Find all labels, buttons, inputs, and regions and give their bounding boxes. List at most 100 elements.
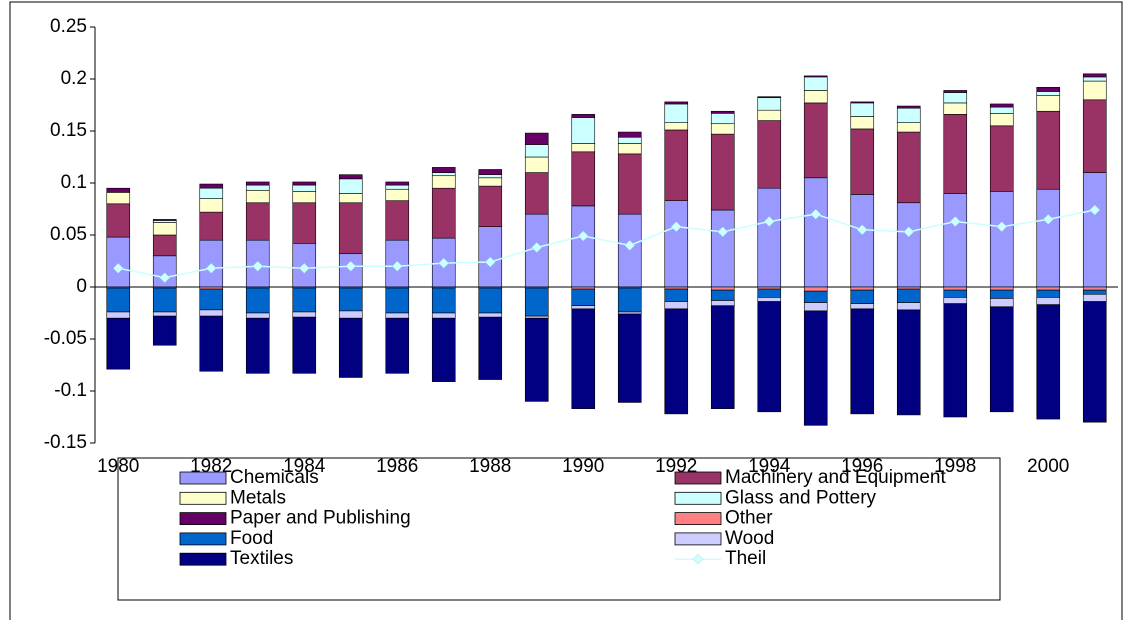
line-marker xyxy=(484,256,496,268)
line-marker xyxy=(856,224,868,236)
bar-segment xyxy=(757,301,782,413)
bar-segment xyxy=(431,172,456,177)
legend-label: Machinery and Equipment xyxy=(725,467,946,488)
bar-segment xyxy=(850,303,875,310)
line-marker xyxy=(345,260,357,272)
bar-segment xyxy=(943,297,968,304)
bar-segment xyxy=(478,316,503,380)
bar-segment xyxy=(1082,172,1107,288)
y-tick-label: 0.15 xyxy=(50,120,87,141)
y-tick-label: -0.1 xyxy=(54,380,87,401)
bar-segment xyxy=(478,169,503,175)
x-tick-label: 1988 xyxy=(469,456,511,477)
bar-segment xyxy=(896,309,921,416)
bar-segment xyxy=(943,102,968,115)
bar-segment xyxy=(850,308,875,415)
line-marker xyxy=(1042,214,1054,225)
bar-segment xyxy=(989,113,1014,127)
bar-segment xyxy=(571,308,596,409)
bar-segment xyxy=(989,306,1014,413)
bar-segment xyxy=(664,288,689,302)
line-marker xyxy=(577,230,589,242)
bar-segment xyxy=(152,234,177,257)
bar-segment xyxy=(571,117,596,144)
bar-segment xyxy=(199,288,224,311)
bar-segment xyxy=(1036,188,1061,288)
legend-swatch xyxy=(179,552,227,566)
bar-segment xyxy=(850,101,875,104)
bar-segment xyxy=(989,286,1014,291)
bar-segment xyxy=(757,297,782,302)
legend-label: Food xyxy=(230,528,273,549)
bar-segment xyxy=(152,219,177,221)
bar-segment xyxy=(431,187,456,239)
bar-segment xyxy=(664,200,689,288)
bar-segment xyxy=(1036,289,1061,298)
bar-segment xyxy=(385,188,410,201)
bar-segment xyxy=(710,123,735,135)
x-tick-label: 1980 xyxy=(97,456,139,477)
bar-segment xyxy=(943,289,968,298)
bar-segment xyxy=(571,305,596,310)
bar-segment xyxy=(524,317,549,402)
bar-segment xyxy=(106,287,131,313)
bar-segment xyxy=(524,172,549,215)
bar-segment xyxy=(1082,289,1107,295)
line xyxy=(118,209,1095,279)
bar-segment xyxy=(524,156,549,173)
bar-segment xyxy=(245,287,270,314)
bar-segment xyxy=(571,288,596,307)
bar-segment xyxy=(710,113,735,125)
x-tick-label: 1984 xyxy=(283,456,326,477)
bar-segment xyxy=(292,191,317,204)
bar-segment xyxy=(943,90,968,93)
bar-segment xyxy=(571,205,596,288)
legend-swatch xyxy=(674,512,722,525)
bar-segment xyxy=(106,203,131,238)
bar-segment xyxy=(199,315,224,372)
line-marker xyxy=(763,216,775,227)
bar-segment xyxy=(478,177,503,187)
bar-segment xyxy=(1082,80,1107,101)
y-tick-label: -0.05 xyxy=(44,328,87,349)
x-tick-label: 1998 xyxy=(934,456,976,477)
bar-segment xyxy=(1036,87,1061,92)
line-marker xyxy=(298,262,310,274)
bar-segment xyxy=(989,106,1014,114)
bar-segment xyxy=(106,317,131,370)
bar-segment xyxy=(292,184,317,192)
bar-segment xyxy=(803,302,828,312)
bar-segment xyxy=(617,287,642,313)
bar-segment xyxy=(664,308,689,415)
y-tick-label: 0.1 xyxy=(61,172,87,193)
bar-segment xyxy=(617,143,642,155)
bar-segment xyxy=(478,312,503,318)
bar-segment xyxy=(385,181,410,186)
bar-segment xyxy=(431,312,456,319)
bar-segment xyxy=(757,120,782,189)
bar-segment xyxy=(1082,76,1107,82)
bar-segment xyxy=(943,193,968,288)
bar-segment xyxy=(385,312,410,319)
line-marker xyxy=(717,226,729,238)
legend-swatch xyxy=(179,532,227,546)
bar-segment xyxy=(199,211,224,241)
bar-segment xyxy=(989,191,1014,288)
x-tick-label: 1996 xyxy=(841,456,883,477)
bar-segment xyxy=(292,287,317,313)
x-tick-label: 1994 xyxy=(748,456,791,477)
line-marker xyxy=(531,242,543,253)
bar-segment xyxy=(850,194,875,288)
y-tick-label: 0 xyxy=(76,276,87,297)
bar-segment xyxy=(1082,99,1107,173)
bar-segment xyxy=(710,133,735,211)
line-marker xyxy=(624,240,636,251)
bar-segment xyxy=(850,289,875,304)
bar-segment xyxy=(943,303,968,418)
bar-segment xyxy=(385,287,410,314)
bar-segment xyxy=(292,316,317,374)
bar-segment xyxy=(896,288,921,303)
line-marker xyxy=(438,257,450,269)
bar-segment xyxy=(803,286,828,292)
